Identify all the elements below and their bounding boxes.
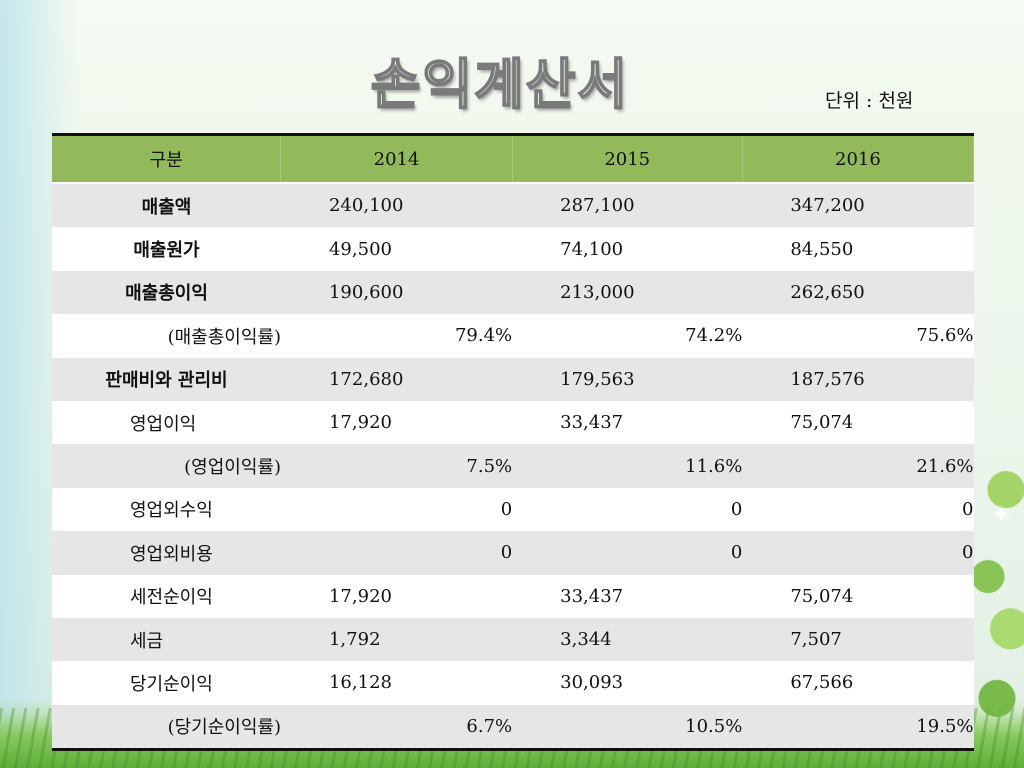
- table-header-row: 구분 2014 2015 2016: [52, 134, 975, 184]
- row-label: 영업이익: [52, 400, 281, 445]
- cell-value: 6.7%: [280, 704, 513, 750]
- cell-value: 74,100: [512, 227, 743, 271]
- cell-value: 75,074: [742, 574, 974, 618]
- cell-value: 240,100: [280, 183, 513, 228]
- cell-value: 84,550: [742, 227, 974, 271]
- cell-value: 0: [512, 531, 743, 575]
- cell-value: 347,200: [742, 183, 974, 228]
- cell-value: 33,437: [512, 400, 743, 445]
- table-row: 영업이익 17,920 33,437 75,074: [52, 400, 974, 445]
- cell-value: 19.5%: [742, 704, 974, 750]
- cell-value: 33,437: [512, 574, 743, 618]
- cell-value: 75,074: [742, 400, 974, 445]
- row-label: 영업외수익: [52, 487, 281, 532]
- sparkle-icon: ✦: [991, 503, 1011, 528]
- cell-value: 190,600: [280, 270, 513, 315]
- cell-value: 3,344: [512, 617, 743, 662]
- cell-value: 0: [280, 531, 513, 575]
- header-year-2015: 2015: [512, 134, 743, 184]
- row-label: 영업외비용: [52, 531, 281, 575]
- cell-value: 213,000: [512, 270, 743, 315]
- cell-value: 0: [742, 531, 974, 575]
- cell-value: 179,563: [512, 357, 743, 401]
- cell-value: 7.5%: [280, 444, 513, 488]
- table-row: 영업외수익 0 0 0: [52, 487, 974, 532]
- header-category: 구분: [52, 134, 282, 184]
- cell-value: 1,792: [280, 617, 513, 662]
- cell-value: 0: [512, 487, 743, 532]
- row-label: 세금: [52, 617, 281, 662]
- row-label: 매출원가: [52, 227, 281, 271]
- cell-value: 0: [280, 487, 513, 532]
- header-year-2016: 2016: [742, 134, 975, 184]
- row-label: (영업이익률): [52, 444, 281, 488]
- cell-value: 7,507: [742, 617, 974, 662]
- row-label: 세전순이익: [52, 574, 281, 618]
- cell-value: 262,650: [742, 270, 974, 315]
- row-label: 매출총이익: [52, 270, 281, 315]
- page-title: 손익계산서: [370, 52, 630, 117]
- cell-value: 11.6%: [512, 444, 743, 488]
- cell-value: 10.5%: [512, 704, 743, 750]
- cell-value: 17,920: [280, 400, 513, 445]
- cell-value: 67,566: [742, 661, 974, 705]
- table-row: 매출액 240,100 287,100 347,200: [52, 183, 974, 228]
- cell-value: 17,920: [280, 574, 513, 618]
- table-row: (매출총이익률) 79.4% 74.2% 75.6%: [52, 314, 974, 358]
- table-row: 세금 1,792 3,344 7,507: [52, 617, 974, 662]
- row-label: (당기순이익률): [52, 704, 281, 750]
- cell-value: 172,680: [280, 357, 513, 401]
- table-row: 판매비와 관리비 172,680 179,563 187,576: [52, 357, 974, 401]
- table-row: 영업외비용 0 0 0: [52, 531, 974, 575]
- header-year-2014: 2014: [280, 134, 513, 184]
- cell-value: 30,093: [512, 661, 743, 705]
- row-label: 당기순이익: [52, 661, 281, 705]
- table-row: 매출총이익 190,600 213,000 262,650: [52, 270, 974, 315]
- cell-value: 0: [742, 487, 974, 532]
- table-row: 세전순이익 17,920 33,437 75,074: [52, 574, 974, 618]
- cell-value: 187,576: [742, 357, 974, 401]
- table-row: 당기순이익 16,128 30,093 67,566: [52, 661, 974, 705]
- cell-value: 49,500: [280, 227, 513, 271]
- row-label: 매출액: [52, 183, 281, 228]
- table-row: (영업이익률) 7.5% 11.6% 21.6%: [52, 444, 974, 488]
- cell-value: 21.6%: [742, 444, 974, 488]
- cell-value: 287,100: [512, 183, 743, 228]
- income-statement-table: 구분 2014 2015 2016 매출액 240,100 287,100 347,2…: [52, 133, 975, 752]
- cell-value: 74.2%: [512, 314, 743, 358]
- cell-value: 16,128: [280, 661, 513, 705]
- cell-value: 75.6%: [742, 314, 974, 358]
- table-body: 매출액 240,100 287,100 347,200 매출원가 49,500 74,100…: [52, 183, 974, 750]
- row-label: (매출총이익률): [52, 314, 281, 358]
- table-row: (당기순이익률) 6.7% 10.5% 19.5%: [52, 704, 974, 750]
- table-row: 매출원가 49,500 74,100 84,550: [52, 227, 974, 271]
- cell-value: 79.4%: [280, 314, 513, 358]
- row-label: 판매비와 관리비: [52, 357, 281, 401]
- unit-label: 단위 : 천원: [825, 90, 914, 112]
